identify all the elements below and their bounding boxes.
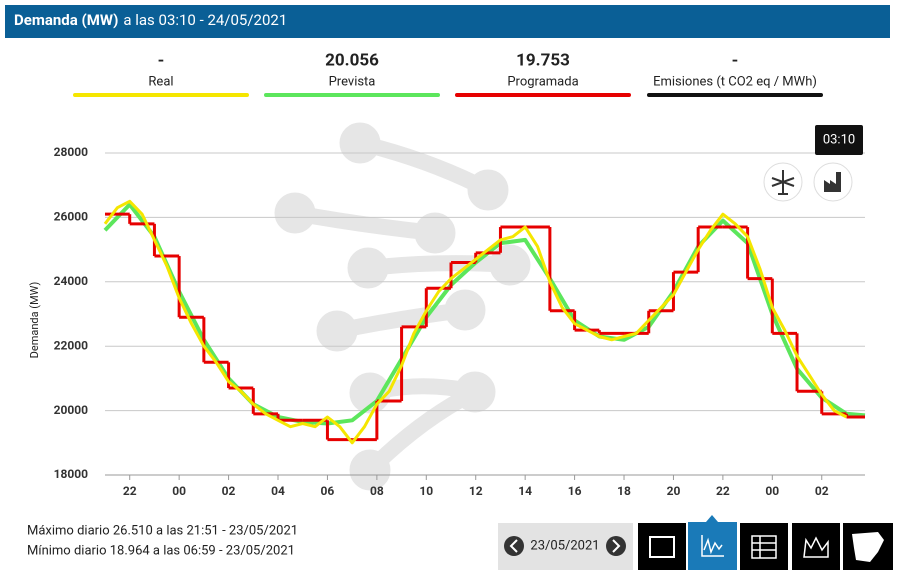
x-tick-label: 00: [172, 484, 186, 498]
next-button[interactable]: [606, 536, 626, 556]
x-tick-label: 18: [617, 484, 631, 498]
y-tick-label: 26000: [54, 210, 89, 224]
calendar-icon: [649, 536, 675, 558]
chart-icon: [701, 535, 724, 557]
x-tick-label: 22: [123, 484, 137, 498]
footer-min: Mínimo diario 18.964 a las 06:59 - 23/05…: [27, 543, 295, 558]
chart: 18000 20000 22000 24000 26000 28000 22 00 02 04 06…: [28, 145, 866, 498]
indicator-value: 19.753: [516, 50, 570, 70]
x-tick-label: 06: [321, 484, 335, 498]
x-tick-label: 02: [222, 484, 236, 498]
x-tick-label: 16: [568, 484, 582, 498]
indicator-value: -: [158, 50, 165, 70]
next-icon: [612, 539, 621, 553]
header-subtitle: a las 03:10 - 24/05/2021: [123, 11, 287, 29]
y-tick-label: 20000: [54, 403, 89, 417]
table-icon: [751, 535, 777, 559]
calendar-button[interactable]: [638, 523, 686, 570]
x-tick-label: 08: [370, 484, 384, 498]
indicator-label: Emisiones (t CO2 eq / MWh): [653, 74, 817, 89]
indicator-label: Prevista: [329, 74, 376, 89]
tooltip: 03:10: [823, 132, 855, 147]
indicator-label: Programada: [507, 74, 578, 89]
x-tick-label: 02: [815, 484, 829, 498]
indicator-label: Real: [148, 74, 173, 89]
watermark: [274, 122, 531, 491]
prev-button[interactable]: [504, 536, 524, 556]
chart-button[interactable]: [688, 522, 737, 570]
header: Demanda (MW) a las 03:10 - 24/05/2021: [14, 11, 287, 29]
y-tick-label: 28000: [54, 145, 89, 159]
indicators: - Real 20.056 Prevista 19.753 Programada - Emis…: [73, 50, 823, 97]
selected-marker: [706, 515, 718, 522]
x-tick-label: 12: [469, 484, 483, 498]
x-tick-label: 20: [667, 484, 681, 498]
y-axis-label: Demanda (MW): [28, 281, 41, 358]
y-tick-label: 24000: [54, 274, 89, 288]
wind-icon: [771, 170, 795, 195]
tooltip-box: [815, 125, 863, 155]
prev-icon: [509, 539, 518, 553]
x-tick-label: 04: [271, 484, 285, 498]
map-icon: [852, 532, 884, 562]
x-tick-label: 00: [765, 484, 779, 498]
area-icon: [803, 536, 829, 558]
x-tick-label: 14: [518, 484, 532, 498]
y-tick-label: 22000: [54, 338, 89, 352]
table-button[interactable]: [740, 523, 788, 570]
area-button[interactable]: [792, 523, 840, 570]
x-tick-label: 10: [419, 484, 433, 498]
nav-date: 23/05/2021: [530, 538, 599, 553]
footer-max: Máximo diario 26.510 a las 21:51 - 23/05…: [27, 523, 298, 538]
indicator-value: 20.056: [325, 50, 379, 70]
header-bar: [5, 5, 890, 38]
y-tick-label: 18000: [54, 467, 89, 481]
indicator-value: -: [732, 50, 739, 70]
header-title: Demanda (MW): [14, 11, 118, 29]
x-tick-label: 22: [716, 484, 730, 498]
series-line: [103, 199, 848, 445]
factory-icon: [824, 172, 841, 192]
